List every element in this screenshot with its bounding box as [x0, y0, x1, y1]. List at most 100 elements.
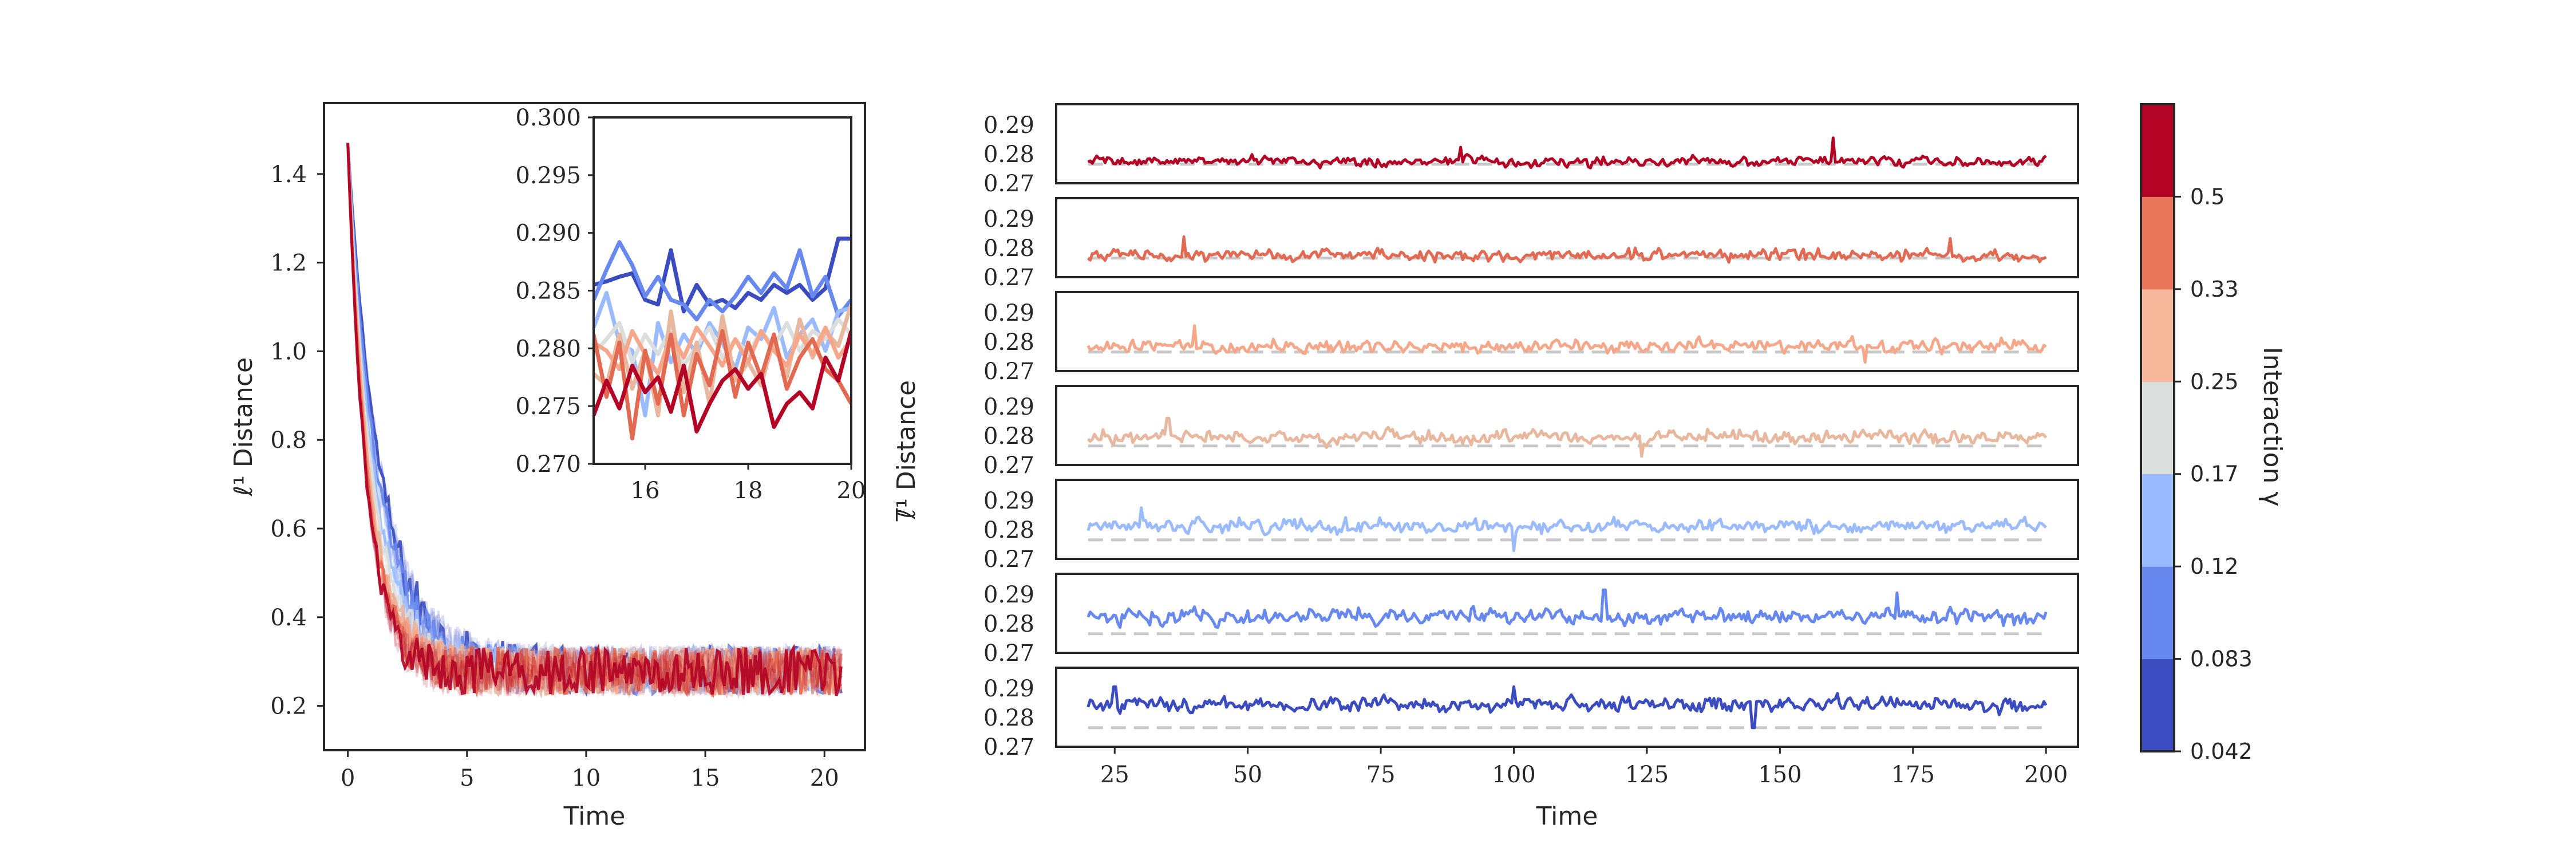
colorbar-tick-label: 0.083 [2190, 647, 2253, 672]
stack-y-tick-label: 0.27 [983, 734, 1034, 761]
inset-series-line [594, 330, 851, 434]
inset-y-tick-label: 0.290 [515, 220, 581, 247]
stack-panel-lines [1087, 235, 2047, 264]
stack-y-tick-label: 0.28 [983, 329, 1034, 356]
inset-y-tick-label: 0.300 [515, 105, 581, 131]
stack-panel-lines [1086, 324, 2047, 364]
stack-panel-frame [1055, 479, 2079, 560]
stack-y-tick-label: 0.28 [983, 141, 1034, 168]
main-y-tick-label: 0.2 [270, 693, 307, 720]
colorbar-tick-label: 0.042 [2190, 739, 2253, 764]
stack-x-tick-label: 125 [1625, 762, 1669, 788]
main-y-axis-label: ℓ¹ Distance [229, 357, 258, 497]
stack-y-tick-label: 0.28 [983, 423, 1034, 450]
inset-x-tick-label: 20 [837, 478, 866, 504]
colorbar-tick-label: 0.25 [2190, 369, 2239, 394]
stack-panel-frame [1055, 667, 2079, 748]
inset-series-line [594, 240, 851, 322]
inset-series-line [594, 317, 851, 368]
stack-x-tick-label: 50 [1233, 762, 1262, 788]
main-x-tick-label: 5 [460, 765, 474, 791]
stack-y-tick-label: 0.29 [983, 676, 1034, 702]
stack-y-tick-label: 0.27 [983, 265, 1034, 291]
main-series-line [346, 143, 843, 696]
stack-series-line [1086, 685, 2048, 730]
main-x-axis-label: Time [563, 802, 626, 831]
stack-x-axis-label: Time [1536, 802, 1598, 831]
main-x-tick-label: 15 [691, 765, 720, 791]
main-y-tick-label: 0.6 [270, 516, 307, 542]
stack-x-tick-label: 200 [2024, 762, 2068, 788]
stack-panel-frame [1055, 197, 2079, 278]
main-y-tick-label: 1.0 [270, 338, 307, 365]
inset-y-tick-label: 0.295 [515, 163, 581, 189]
stack-panel-lines [1086, 685, 2048, 730]
colorbar-frame [2140, 103, 2175, 752]
inset-y-tick-label: 0.280 [515, 336, 581, 362]
stack-panel-frame [1055, 573, 2079, 654]
stack-y-tick-label: 0.28 [983, 517, 1034, 543]
stack-x-tick-label: 100 [1492, 762, 1535, 788]
main-series-line [346, 143, 843, 698]
stack-x-tick-label: 150 [1758, 762, 1801, 788]
stack-y-tick-label: 0.29 [983, 112, 1034, 139]
stack-series-line [1086, 506, 2047, 553]
inset-y-tick-label: 0.275 [515, 393, 581, 420]
colorbar-tick-label: 0.5 [2190, 184, 2225, 209]
inset-x-tick-label: 18 [734, 478, 763, 504]
main-y-tick-label: 1.4 [270, 161, 307, 188]
stack-y-axis-label: ℓ̅¹ Distance [892, 380, 921, 522]
stack-panel-lines [1086, 416, 2048, 458]
stack-series-line [1086, 588, 2048, 629]
stack-y-tick-label: 0.29 [983, 582, 1034, 608]
stack-panel-lines [1086, 506, 2047, 553]
colorbar-tick-label: 0.17 [2190, 462, 2239, 487]
main-x-tick-label: 10 [571, 765, 600, 791]
colorbar-tick-label: 0.12 [2190, 554, 2239, 579]
main-y-tick-label: 1.2 [270, 250, 307, 277]
stack-panel-frame [1055, 385, 2079, 466]
inset-x-tick-label: 16 [631, 478, 660, 504]
inset-series-line [594, 329, 851, 441]
inset-lines [594, 237, 851, 441]
main-plot-frame [323, 102, 866, 751]
stack-y-tick-label: 0.27 [983, 171, 1034, 197]
main-series-line [346, 143, 843, 698]
stack-panel-lines [1087, 136, 2047, 170]
colorbar-segment [2141, 659, 2174, 752]
colorbar-tick-label: 0.33 [2190, 277, 2239, 302]
main-plot-lines [346, 143, 843, 700]
stack-series-line [1086, 324, 2047, 364]
main-series-line [346, 143, 843, 697]
stack-y-tick-label: 0.27 [983, 452, 1034, 479]
colorbar-segment [2141, 196, 2174, 290]
stack-y-tick-label: 0.28 [983, 611, 1034, 637]
main-y-tick-label: 0.4 [270, 605, 307, 631]
stack-x-tick-label: 75 [1366, 762, 1396, 788]
colorbar-segment [2141, 474, 2174, 567]
colorbar-segment [2141, 289, 2174, 382]
stack-y-tick-label: 0.28 [983, 235, 1034, 262]
stack-y-tick-label: 0.27 [983, 640, 1034, 667]
stack-y-tick-label: 0.29 [983, 488, 1034, 514]
inset-series-line [594, 237, 851, 314]
stack-y-tick-label: 0.27 [983, 546, 1034, 573]
stack-y-tick-label: 0.29 [983, 300, 1034, 326]
stack-y-tick-label: 0.29 [983, 206, 1034, 233]
colorbar-segment [2141, 381, 2174, 475]
stack-y-tick-label: 0.28 [983, 705, 1034, 731]
main-y-tick-label: 0.8 [270, 427, 307, 454]
colorbar-segment [2141, 566, 2174, 660]
colorbar-segment [2141, 104, 2174, 197]
stack-y-tick-label: 0.27 [983, 358, 1034, 385]
stack-panel-frame [1055, 291, 2079, 372]
stack-panel-lines [1086, 588, 2048, 636]
inset-y-tick-label: 0.270 [515, 451, 581, 478]
main-series-line [346, 143, 843, 699]
stack-x-tick-label: 25 [1100, 762, 1129, 788]
main-series-line [346, 143, 843, 700]
stack-panel-frame [1055, 103, 2079, 184]
stack-series-line [1087, 235, 2047, 264]
stack-x-tick-label: 175 [1891, 762, 1935, 788]
